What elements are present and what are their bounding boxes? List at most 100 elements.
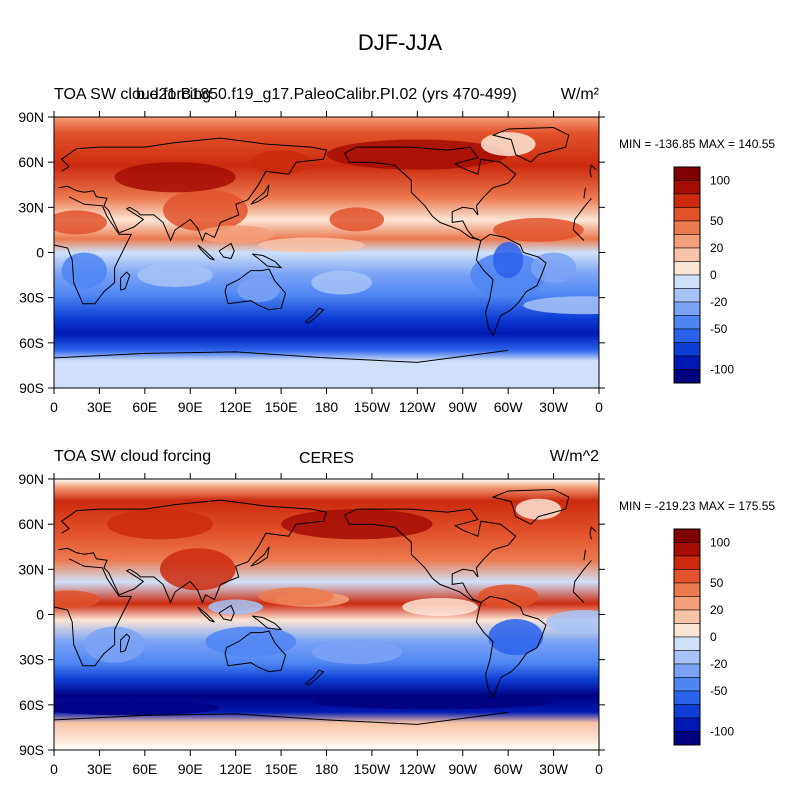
colorbar-label: 0 [710, 630, 717, 644]
field-pattern [160, 548, 236, 591]
x-tick-label: 120W [399, 761, 436, 777]
panel1-center-title: b.e21.B1850.f19_g17.PaleoCalibr.PI.02 (y… [136, 86, 517, 103]
colorbar-label: 20 [710, 603, 724, 617]
y-tick-label: 90N [18, 109, 44, 125]
colorbar-box [673, 542, 701, 557]
coastline [120, 271, 131, 291]
coastline [54, 558, 133, 667]
colorbar-frame [673, 528, 701, 746]
y-tick-label: 30S [19, 290, 44, 306]
x-tick-label: 90E [178, 399, 203, 415]
field-pattern [107, 509, 213, 540]
colorbar-box [673, 355, 701, 370]
colorbar-label: 100 [710, 174, 730, 188]
panel1-colorbar: 100 50 20 0 -20 -50 -100 [673, 166, 734, 384]
coastline [589, 526, 597, 540]
x-tick-label: 30E [87, 761, 112, 777]
coastline [250, 546, 270, 567]
field-pattern [54, 210, 107, 235]
field-pattern [258, 587, 335, 606]
colorbar-box [673, 731, 701, 746]
colorbar-box [673, 166, 701, 181]
y-tick-label: 30S [19, 652, 44, 668]
colorbar-label: -100 [710, 363, 734, 377]
x-tick-label: 120W [399, 399, 436, 415]
field-pattern [515, 498, 562, 520]
colorbar-box [673, 650, 701, 665]
colorbar-box [673, 180, 701, 195]
field-pattern [137, 263, 213, 288]
field-pattern [311, 694, 554, 710]
panel2-map: 0 30E 60E 90E 120E 150E 180 150W 120W 90W 60W 30W 09… [18, 471, 605, 777]
coastline [58, 499, 328, 604]
field-pattern [523, 296, 599, 315]
field-pattern [493, 217, 584, 242]
x-tick-label: 90W [448, 399, 478, 415]
colorbar-label: -20 [710, 295, 728, 309]
field-pattern [54, 590, 100, 609]
y-tick-label: 30N [18, 561, 44, 577]
coastline [589, 164, 597, 178]
x-tick-label: 60W [494, 399, 524, 415]
panel2-center-title: CERES [298, 450, 355, 467]
coastline [224, 630, 287, 673]
colorbar-label: 50 [710, 214, 724, 228]
panel2-axes: 0 30E 60E 90E 120E 150E 180 150W 120W 90W 60W 30W 09… [18, 471, 605, 777]
field-pattern [402, 598, 478, 616]
coastline [218, 242, 235, 260]
colorbar-box [673, 636, 701, 651]
y-tick-label: 90S [19, 742, 44, 758]
field-pattern [329, 207, 385, 232]
x-tick-label: 90E [178, 761, 203, 777]
panel2-left-title: TOA SW cloud forcing [54, 448, 212, 465]
colorbar-box [673, 315, 701, 330]
y-tick-label: 90N [18, 471, 44, 487]
colorbar-box [673, 582, 701, 597]
coastline [252, 253, 283, 269]
x-tick-label: 60E [132, 399, 157, 415]
colorbar-box [673, 369, 701, 384]
colorbar-box [673, 609, 701, 624]
field-pattern [61, 252, 107, 289]
field-pattern [114, 162, 236, 193]
y-tick-label: 0 [36, 607, 44, 623]
x-tick-label: 0 [50, 761, 58, 777]
x-tick-label: 0 [595, 399, 603, 415]
coastline [326, 711, 509, 725]
field-pattern [54, 700, 221, 716]
y-tick-label: 60S [19, 335, 44, 351]
x-tick-label: 60W [494, 761, 524, 777]
panel1-coastlines [54, 126, 597, 363]
x-tick-label: 30W [539, 761, 569, 777]
coastline [326, 349, 509, 363]
field-pattern [488, 619, 543, 656]
panel2-coastlines [54, 488, 597, 725]
colorbar-label: -50 [710, 322, 728, 336]
field-pattern [311, 270, 372, 295]
panel1-left-title: TOA SW cloud forcing [54, 86, 212, 103]
colorbar-box [673, 690, 701, 705]
coastline [491, 488, 570, 525]
colorbar-label: -20 [710, 657, 728, 671]
y-tick-label: 60N [18, 516, 44, 532]
y-tick-label: 60S [19, 697, 44, 713]
coastline [491, 126, 570, 163]
field-pattern [163, 189, 248, 232]
field-pattern [311, 640, 403, 665]
panel1-map: 0 30E 60E 90E 120E 150E 180 150W 120W 90W 60W 30W 09… [18, 109, 605, 415]
x-tick-label: 60E [132, 761, 157, 777]
coastline [475, 595, 547, 699]
colorbar-label: 100 [710, 536, 730, 550]
colorbar-box [673, 220, 701, 235]
panel2-units: W/m^2 [549, 448, 599, 465]
coastline [54, 713, 327, 721]
x-tick-label: 30W [539, 399, 569, 415]
colorbar-box [673, 704, 701, 719]
coastline [572, 197, 592, 241]
colorbar-box [673, 274, 701, 289]
field-pattern [208, 599, 263, 615]
colorbar-box [673, 328, 701, 343]
colorbar-box [673, 717, 701, 732]
page-title: DJF-JJA [357, 30, 443, 55]
